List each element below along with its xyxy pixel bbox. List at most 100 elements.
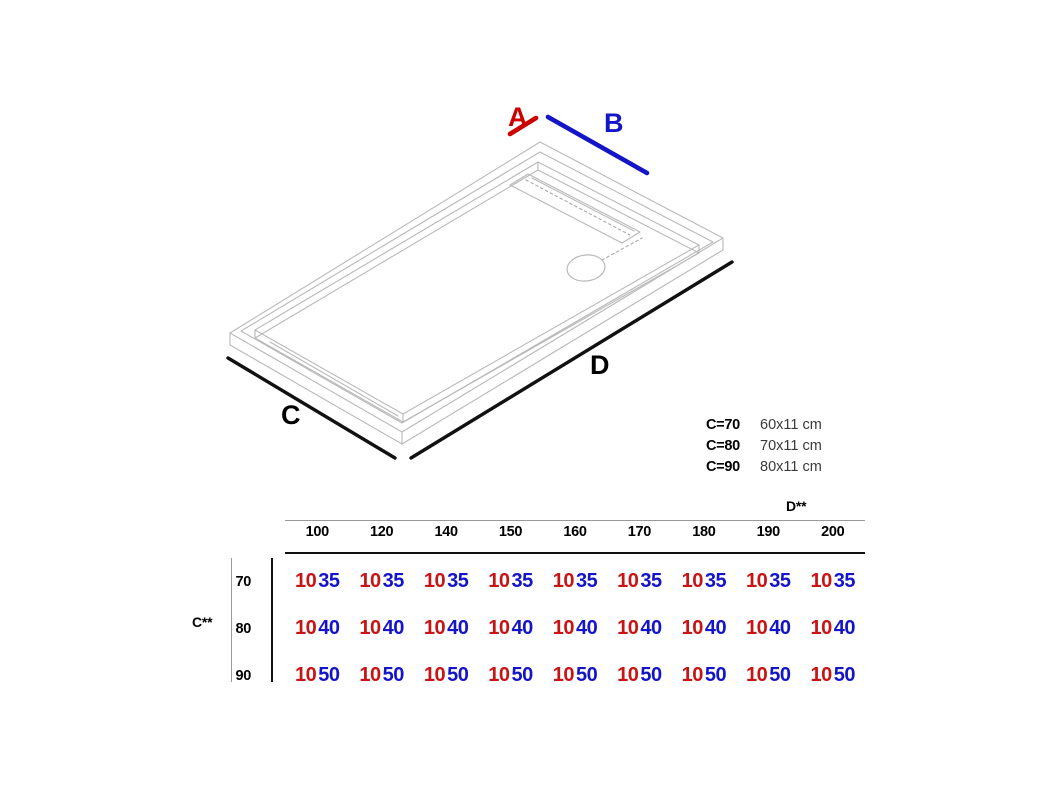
table-cell: 10 40 (349, 617, 413, 640)
cell-value-b: 40 (447, 617, 469, 639)
basin-slope-line (269, 341, 399, 417)
cell-value-a: 10 (552, 664, 575, 686)
cell-value-b: 50 (511, 664, 534, 686)
cell-value-b: 50 (833, 664, 856, 686)
column-header: 150 (498, 524, 523, 540)
cell-value-a: 10 (617, 570, 639, 592)
cell-value-a: 10 (810, 570, 832, 592)
table-cell: 10 50 (801, 664, 865, 687)
table-cell: 10 35 (414, 570, 478, 593)
row-label: 90 (235, 667, 251, 684)
table-cell: 10 40 (801, 617, 865, 640)
cell-value-a: 10 (552, 617, 575, 639)
table-header-rule-top (285, 520, 865, 521)
cell-value-b: 40 (382, 617, 405, 639)
cell-value-b: 35 (447, 570, 469, 592)
tray-svg (226, 114, 734, 460)
column-header: 190 (756, 524, 781, 540)
cell-value-a: 10 (359, 664, 381, 686)
table-cell: 10 50 (285, 664, 349, 687)
cell-value-b: 40 (511, 617, 534, 639)
table-cell: 10 50 (349, 664, 413, 687)
legend-key: C=80 (706, 438, 740, 454)
cell-value-a: 10 (552, 570, 575, 592)
legend-key: C=70 (706, 417, 740, 433)
tray-rim-outer (240, 151, 714, 424)
cell-value-b: 40 (640, 617, 662, 639)
legend-row: C=90 80x11 cm (706, 457, 822, 478)
cell-value-b: 35 (511, 570, 534, 592)
table-cell: 10 40 (736, 617, 800, 640)
cell-value-b: 35 (833, 570, 856, 592)
cell-value-a: 10 (423, 617, 446, 639)
legend-value: 70x11 cm (760, 438, 822, 454)
table-cell: 10 35 (349, 570, 413, 593)
cell-value-a: 10 (423, 664, 446, 686)
table-cell: 10 35 (801, 570, 865, 593)
table-body: 70 10 35 10 35 10 35 10 35 10 35 10 35 10 35 10… (190, 558, 865, 699)
cell-value-b: 35 (318, 570, 340, 592)
cell-value-a: 10 (810, 617, 832, 639)
cell-value-a: 10 (294, 664, 317, 686)
cell-value-b: 35 (769, 570, 791, 592)
table-header-rule-bottom (285, 552, 865, 554)
tray-basin-floor (254, 169, 700, 423)
dimension-line-a (507, 115, 539, 137)
cell-value-a: 10 (746, 617, 768, 639)
cell-value-b: 50 (382, 664, 405, 686)
drain-channel-inner (531, 177, 635, 232)
cell-value-b: 35 (575, 570, 598, 592)
table-row-label-rule (271, 558, 273, 682)
cell-value-a: 10 (617, 664, 639, 686)
cell-value-b: 50 (704, 664, 727, 686)
cell-value-a: 10 (488, 617, 510, 639)
cell-value-a: 10 (294, 617, 317, 639)
tray-top-face-outline (229, 141, 724, 433)
column-header: 120 (370, 524, 394, 540)
cell-value-b: 35 (382, 570, 405, 592)
table-cell: 10 40 (543, 617, 607, 640)
dimension-label-d: D (590, 350, 610, 380)
cell-value-b: 40 (769, 617, 791, 639)
cell-value-a: 10 (423, 570, 446, 592)
legend-row: C=70 60x11 cm (706, 415, 822, 436)
cell-value-b: 40 (575, 617, 598, 639)
drain-channel-outline (509, 173, 641, 244)
table-column-headers: 100 120 140 150 160 170 180 190 200 (285, 524, 865, 540)
drain-size-legend: C=70 60x11 cm C=80 70x11 cm C=90 80x11 c… (706, 415, 822, 478)
table-cell: 10 35 (736, 570, 800, 593)
row-cells: 10 35 10 35 10 35 10 35 10 35 10 35 10 35 10 35 … (285, 570, 865, 593)
grate-perforation-dots (525, 179, 631, 236)
legend-value: 60x11 cm (760, 417, 822, 433)
column-header: 170 (627, 524, 652, 540)
column-header: 180 (692, 524, 716, 540)
cell-value-b: 40 (704, 617, 727, 639)
cell-value-a: 10 (488, 570, 510, 592)
legend-row: C=80 70x11 cm (706, 436, 822, 457)
cell-value-b: 40 (833, 617, 856, 639)
drain-hole-icon (566, 254, 606, 282)
dimension-line-d (409, 260, 734, 460)
drain-leader-line (601, 237, 643, 261)
cell-value-a: 10 (810, 664, 832, 686)
row-label: 80 (235, 620, 251, 637)
cell-value-a: 10 (681, 664, 704, 686)
column-header: 200 (821, 524, 845, 540)
dimension-label-b: B (604, 108, 624, 138)
shower-tray-isometric-drawing (210, 90, 770, 490)
cell-value-a: 10 (294, 570, 317, 592)
dimension-label-c: C (281, 400, 301, 430)
table-cell: 10 40 (478, 617, 542, 640)
cell-value-b: 35 (640, 570, 662, 592)
table-row: 70 10 35 10 35 10 35 10 35 10 35 10 35 10 35 10… (190, 558, 865, 605)
tray-slab-right-edge (401, 237, 724, 445)
table-cell: 10 50 (672, 664, 736, 687)
cell-value-b: 50 (769, 664, 791, 686)
table-cell: 10 40 (672, 617, 736, 640)
cell-value-b: 50 (318, 664, 340, 686)
cell-value-a: 10 (746, 664, 768, 686)
cell-value-a: 10 (359, 570, 381, 592)
table-cell: 10 40 (285, 617, 349, 640)
dimension-line-b (545, 114, 650, 176)
cell-value-b: 40 (318, 617, 340, 639)
